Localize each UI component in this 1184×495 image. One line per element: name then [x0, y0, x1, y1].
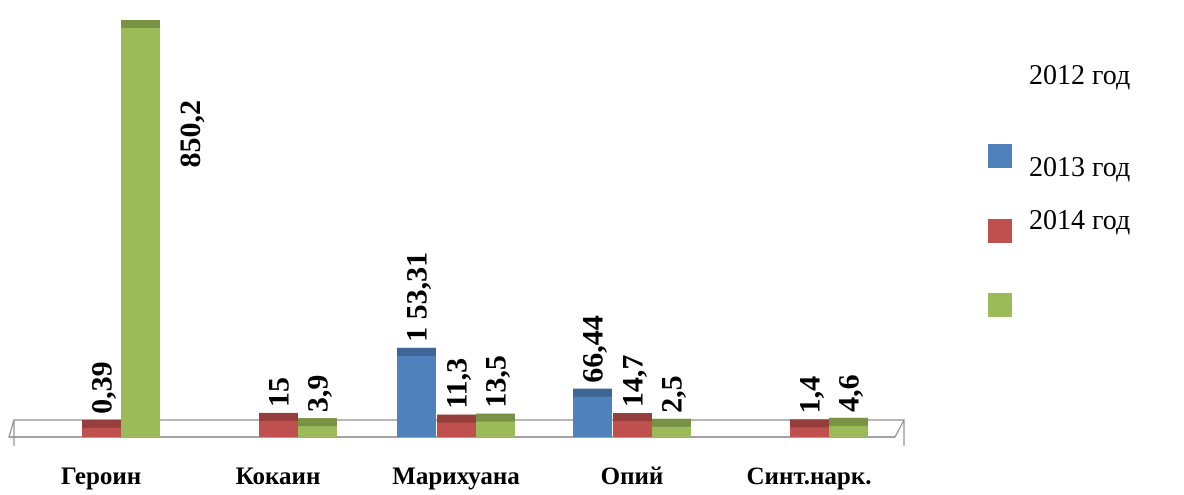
bar-top-4-2: [829, 417, 868, 426]
bar-top-1-2: [298, 418, 337, 427]
data-label-2-0: 1 53,31: [401, 252, 434, 342]
data-label-3-0: 66,44: [577, 315, 610, 383]
data-label-3-2: 2,5: [656, 375, 689, 413]
bar-2-0: [397, 347, 436, 437]
x-tick-label-3: Опий: [601, 463, 664, 490]
data-label-0-1: 0,39: [86, 361, 119, 414]
x-tick-label-1: Кокаин: [236, 463, 321, 490]
data-label-2-2: 13,5: [480, 355, 513, 408]
legend-swatch-2: [988, 293, 1012, 317]
data-label-3-1: 14,7: [617, 355, 650, 408]
bar-top-3-0: [573, 388, 612, 397]
legend-label-1: 2013 год: [1029, 152, 1130, 183]
legend-swatch-1: [988, 219, 1012, 243]
x-tick-labels: Героин Кокаин Марихуана Опий Синт.нарк.: [61, 463, 872, 490]
data-label-2-1: 11,3: [441, 358, 474, 409]
data-label-4-1: 1,4: [794, 376, 827, 414]
bar-top-4-1: [790, 419, 829, 428]
legend-label-2: 2014 год: [1029, 205, 1130, 236]
bar-top-2-2: [476, 413, 515, 422]
bar-top-1-1: [259, 412, 298, 421]
data-label-4-2: 4,6: [833, 374, 866, 412]
data-label-1-2: 3,9: [302, 375, 335, 413]
data-label-0-2: 850,2: [174, 100, 207, 168]
x-tick-label-0: Героин: [61, 463, 141, 490]
bar-top-2-0: [397, 347, 436, 356]
legend-swatch-0: [988, 144, 1012, 168]
bar-top-0-1: [82, 419, 121, 428]
legend: 2012 год 2013 год 2014 год: [988, 60, 1130, 317]
x-tick-label-4: Синт.нарк.: [747, 463, 872, 490]
bar-0-2: [121, 20, 160, 437]
bar-top-0-2: [121, 20, 160, 28]
x-tick-label-2: Марихуана: [392, 463, 520, 490]
bar-top-2-1: [437, 414, 476, 423]
bars-layer: [82, 20, 868, 437]
bar-3-0: [573, 388, 612, 437]
legend-label-0: 2012 год: [1029, 60, 1130, 91]
bar-top-3-1: [613, 413, 652, 422]
data-label-1-1: 15: [263, 377, 296, 407]
bar-top-3-2: [652, 418, 691, 427]
